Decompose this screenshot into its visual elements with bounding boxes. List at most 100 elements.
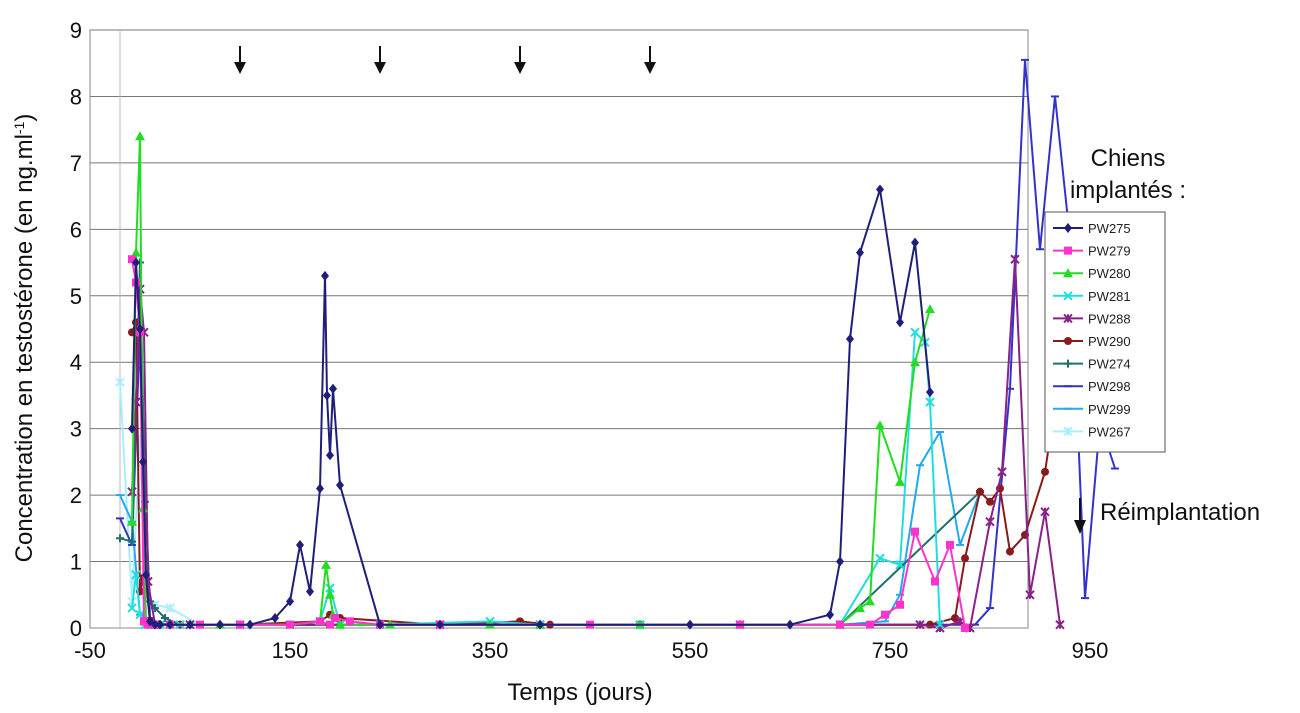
y-tick-label: 2 — [70, 483, 82, 508]
legend-item: PW267 — [1053, 424, 1131, 439]
x-tick-label: -50 — [74, 638, 106, 663]
legend-item: PW274 — [1053, 357, 1131, 372]
data-point — [866, 620, 874, 629]
data-point — [335, 619, 345, 629]
data-point — [961, 554, 969, 563]
legend-label: PW299 — [1088, 402, 1131, 417]
y-axis-title-sup: -1 — [11, 121, 27, 134]
data-point — [135, 131, 145, 141]
data-point — [910, 357, 920, 367]
data-point — [326, 620, 334, 629]
x-tick-label: 350 — [472, 638, 509, 663]
data-point — [961, 624, 969, 632]
data-point — [931, 577, 939, 586]
legend-item: PW290 — [1053, 334, 1131, 349]
data-point — [925, 304, 935, 314]
data-point — [1040, 507, 1050, 517]
data-point — [166, 619, 174, 630]
data-point — [985, 516, 995, 527]
legend-label: PW275 — [1088, 221, 1131, 236]
data-point — [876, 184, 884, 195]
data-point — [1064, 359, 1072, 368]
data-point — [895, 560, 905, 570]
data-point — [286, 620, 294, 629]
series-pw275 — [128, 184, 934, 630]
legend-label: PW288 — [1088, 311, 1131, 326]
data-point — [246, 619, 254, 630]
data-point — [1025, 590, 1035, 600]
data-point — [346, 617, 354, 626]
x-tick-labels: -50 150 350 550 750 950 — [74, 638, 1108, 663]
y-tick-label: 8 — [70, 84, 82, 109]
legend: PW275 PW279 PW280 PW281 PW288 PW290 PW274 PW298… — [1053, 221, 1131, 439]
series-lines — [115, 58, 1119, 633]
data-point — [161, 614, 169, 623]
reimplantation-arrow-head — [234, 62, 246, 74]
y-tick-label: 5 — [70, 284, 82, 309]
data-point — [156, 619, 164, 630]
data-point — [951, 614, 959, 623]
legend-item: PW280 — [1053, 266, 1131, 281]
data-point — [306, 586, 314, 597]
data-point — [1063, 268, 1073, 278]
data-point — [132, 257, 140, 268]
legend-title-line1: Chiens — [1091, 145, 1166, 172]
data-point — [911, 237, 919, 248]
data-point — [151, 619, 159, 630]
data-point — [875, 420, 885, 430]
x-tick-label: 750 — [872, 638, 909, 663]
data-point — [376, 619, 384, 630]
data-point — [855, 603, 865, 613]
data-point — [321, 559, 331, 569]
data-point — [142, 569, 150, 580]
data-point — [331, 614, 339, 623]
legend-item: PW281 — [1053, 289, 1131, 304]
legend-label: PW267 — [1088, 424, 1131, 439]
y-tick-label: 7 — [70, 151, 82, 176]
data-point — [336, 480, 344, 491]
data-point — [144, 620, 152, 629]
data-point — [216, 619, 224, 630]
legend-title-line2: implantés : — [1070, 177, 1186, 204]
legend-label: PW280 — [1088, 266, 1131, 281]
data-point — [1010, 254, 1020, 264]
data-point — [1063, 426, 1073, 437]
reimplantation-arrow-head — [514, 62, 526, 74]
data-point — [836, 620, 844, 629]
reimplantation-key: Réimplantation — [1074, 498, 1260, 534]
reimplantation-arrow-head — [644, 62, 656, 74]
data-point — [915, 619, 925, 630]
data-point — [286, 596, 294, 607]
data-point — [925, 397, 935, 407]
data-point — [127, 603, 137, 613]
data-point — [116, 534, 124, 543]
reimplantation-arrow-head — [374, 62, 386, 74]
data-point — [316, 617, 324, 626]
data-point — [875, 553, 885, 563]
data-point — [536, 619, 544, 630]
reimplantation-markers — [234, 46, 656, 74]
data-point — [436, 619, 444, 630]
y-axis-title-main: Concentration en testostérone (en ng.ml — [11, 134, 38, 562]
data-point — [836, 556, 844, 567]
x-tick-label: 550 — [672, 638, 709, 663]
data-point — [1064, 337, 1072, 345]
data-point — [896, 317, 904, 328]
data-point — [997, 467, 1007, 477]
data-point — [1055, 619, 1065, 630]
legend-item: PW279 — [1053, 244, 1131, 259]
legend-item: PW288 — [1053, 311, 1131, 326]
data-point — [946, 540, 954, 549]
y-tick-label: 3 — [70, 417, 82, 442]
y-tick-label: 6 — [70, 217, 82, 242]
data-point — [895, 476, 905, 486]
legend-label: PW298 — [1088, 379, 1131, 394]
data-point — [316, 483, 324, 494]
data-point — [1041, 467, 1049, 476]
data-point — [986, 497, 994, 506]
data-point — [139, 456, 147, 467]
data-point — [1006, 547, 1014, 556]
data-point — [128, 537, 136, 546]
y-axis-title: Concentration en testostérone (en ng.ml-… — [11, 114, 38, 563]
